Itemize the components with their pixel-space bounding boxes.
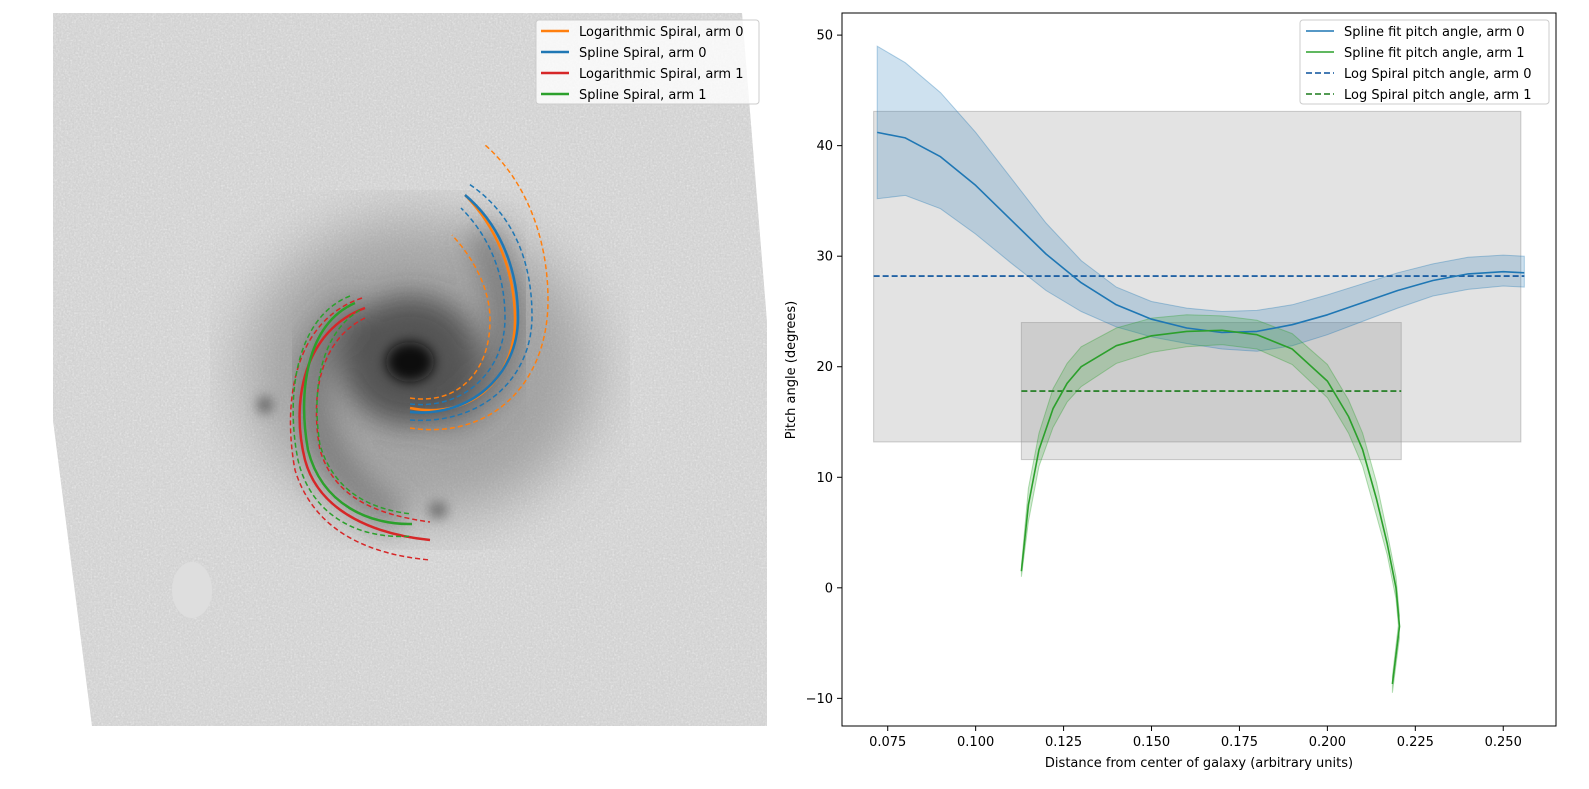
plot-area: [873, 45, 1525, 693]
x-tick-label: 0.100: [957, 735, 994, 750]
x-tick-label: 0.075: [869, 735, 906, 750]
legend-label-spline-arm0: Spline Spiral, arm 0: [579, 46, 707, 61]
legend-label-log-arm0: Logarithmic Spiral, arm 0: [579, 25, 744, 40]
spline-spiral-arm0: [409, 194, 520, 414]
spline-spiral-arm0-upper: [409, 207, 506, 406]
spline-spiral-arm1-upper: [316, 309, 413, 515]
image-legend: Logarithmic Spiral, arm 0 Spline Spiral,…: [535, 19, 760, 105]
x-tick-label: 0.200: [1309, 735, 1346, 750]
log-spiral-arm1-upper: [315, 317, 431, 523]
y-tick-label: −10: [806, 692, 833, 707]
x-tick-label: 0.225: [1397, 735, 1434, 750]
spline-spiral-arm1-lower: [292, 295, 413, 538]
image-legend-box: [535, 19, 760, 105]
plot-legend-box: [1299, 19, 1550, 105]
y-axis-label: Pitch angle (degrees): [784, 301, 799, 439]
spline-confidence-band-arm0: [876, 45, 1525, 352]
spline-spiral-arm0-lower: [409, 183, 533, 422]
y-tick-label: 30: [816, 250, 833, 265]
log-spiral-arm0-lower: [409, 144, 549, 431]
galaxy-image-panel: Logarithmic Spiral, arm 0 Spline Spiral,…: [53, 13, 767, 726]
galaxy-core: [258, 342, 447, 518]
legend-label-log-arm1: Logarithmic Spiral, arm 1: [579, 67, 744, 82]
spline-confidence-band-arm1: [1020, 314, 1401, 693]
pitch-angle-plot: 0.075 0.100 0.125 0.150 0.175 0.200 0.225 0.250…: [784, 12, 1557, 771]
spline-pitch-line-arm1: [1020, 329, 1401, 685]
legend-label-spline-arm1: Spline Spiral, arm 1: [579, 88, 707, 103]
log-spiral-arm1-lower: [289, 297, 431, 561]
y-tick-label: 10: [816, 471, 833, 486]
log-spiral-arm0-upper: [409, 234, 491, 400]
legend-label-log-pitch-arm1: Log Spiral pitch angle, arm 1: [1344, 88, 1531, 103]
x-tick-label: 0.175: [1221, 735, 1258, 750]
legend-label-spline-fit-arm1: Spline fit pitch angle, arm 1: [1344, 46, 1524, 61]
log-spiral-uncertainty-band-arm0: [873, 110, 1522, 443]
y-tick-label: 20: [816, 360, 833, 375]
x-tick-label: 0.125: [1045, 735, 1082, 750]
masked-star: [172, 562, 212, 618]
axis-ticks: 0.075 0.100 0.125 0.150 0.175 0.200 0.225 0.250…: [806, 29, 1522, 750]
y-tick-label: 0: [825, 581, 833, 596]
plot-frame: [841, 12, 1557, 727]
spiral-overlay: [289, 144, 549, 561]
y-tick-label: 40: [816, 139, 833, 154]
legend-label-log-pitch-arm0: Log Spiral pitch angle, arm 0: [1344, 67, 1531, 82]
log-spiral-arm1: [298, 306, 431, 542]
spline-spiral-arm1: [302, 301, 413, 526]
y-tick-label: 50: [816, 29, 833, 44]
x-tick-label: 0.250: [1485, 735, 1522, 750]
plot-legend: Spline fit pitch angle, arm 0 Spline fit…: [1299, 19, 1550, 105]
x-tick-label: 0.150: [1133, 735, 1170, 750]
x-axis-label: Distance from center of galaxy (arbitrar…: [1045, 756, 1353, 771]
legend-label-spline-fit-arm0: Spline fit pitch angle, arm 0: [1344, 25, 1524, 40]
galaxy-image: [53, 13, 767, 726]
